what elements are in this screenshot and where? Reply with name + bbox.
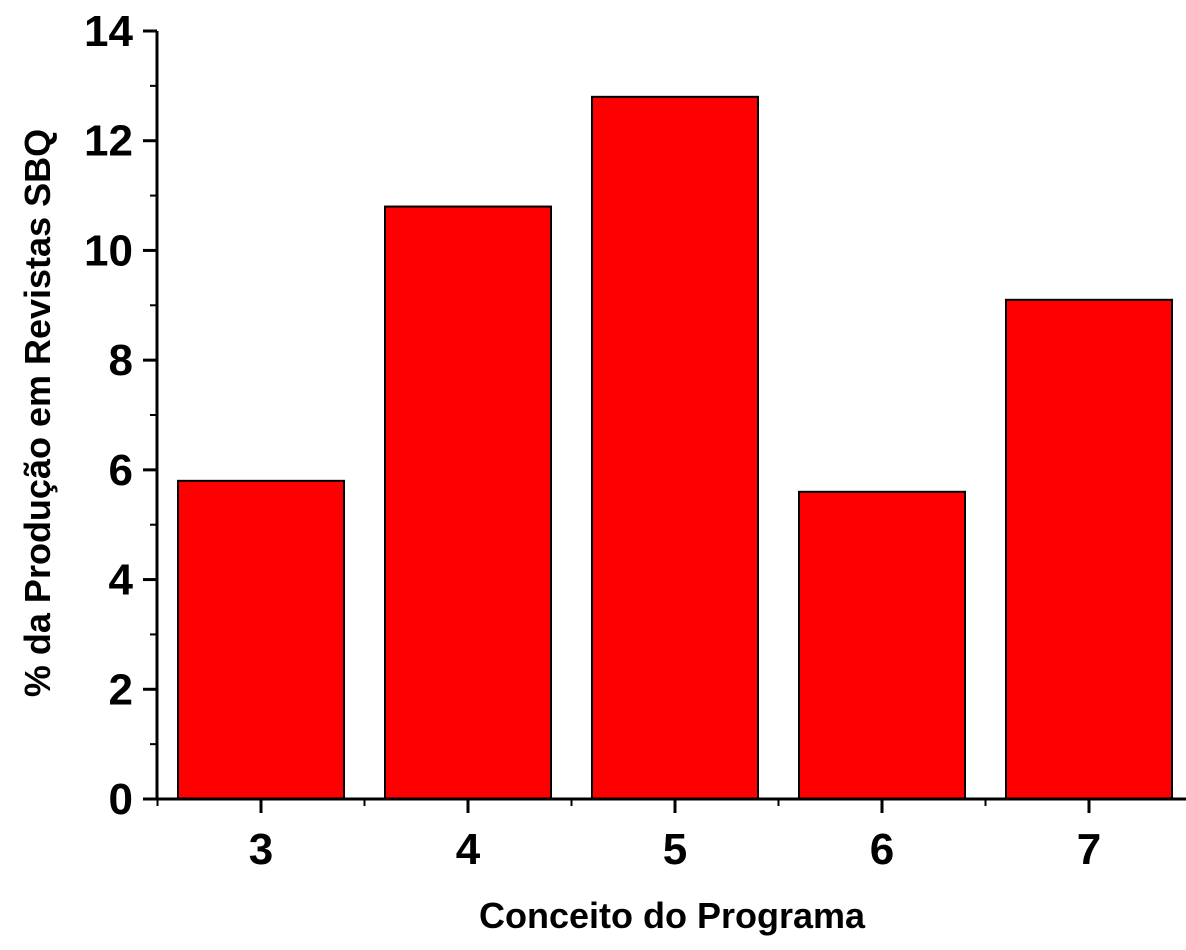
- tick-labels-group: 0 2 4 6 8 10 12 14 3 4 5 6 7: [84, 7, 1101, 874]
- y-tick-label-2: 2: [109, 665, 133, 714]
- y-tick-label-8: 8: [109, 336, 133, 385]
- bar-7: [1005, 298, 1173, 800]
- axes-group: [143, 29, 1186, 813]
- x-tick-label-5: 5: [663, 825, 687, 874]
- x-tick-label-6: 6: [870, 825, 894, 874]
- bar-6: [798, 490, 966, 800]
- y-tick-label-4: 4: [109, 556, 134, 605]
- y-tick-label-6: 6: [109, 446, 133, 495]
- y-tick-label-0: 0: [109, 775, 133, 824]
- y-tick-label-14: 14: [84, 7, 133, 56]
- x-tick-label-3: 3: [249, 825, 273, 874]
- y-tick-label-12: 12: [84, 117, 133, 166]
- x-tick-label-4: 4: [456, 825, 481, 874]
- x-axis-title: Conceito do Programa: [479, 895, 866, 936]
- bar-3: [177, 479, 345, 800]
- y-tick-label-10: 10: [84, 226, 133, 275]
- bars-group: [177, 95, 1173, 801]
- bar-4: [384, 205, 552, 801]
- bar-5: [591, 95, 759, 801]
- y-axis-title: % da Produção em Revistas SBQ: [17, 129, 58, 697]
- x-tick-label-7: 7: [1077, 825, 1101, 874]
